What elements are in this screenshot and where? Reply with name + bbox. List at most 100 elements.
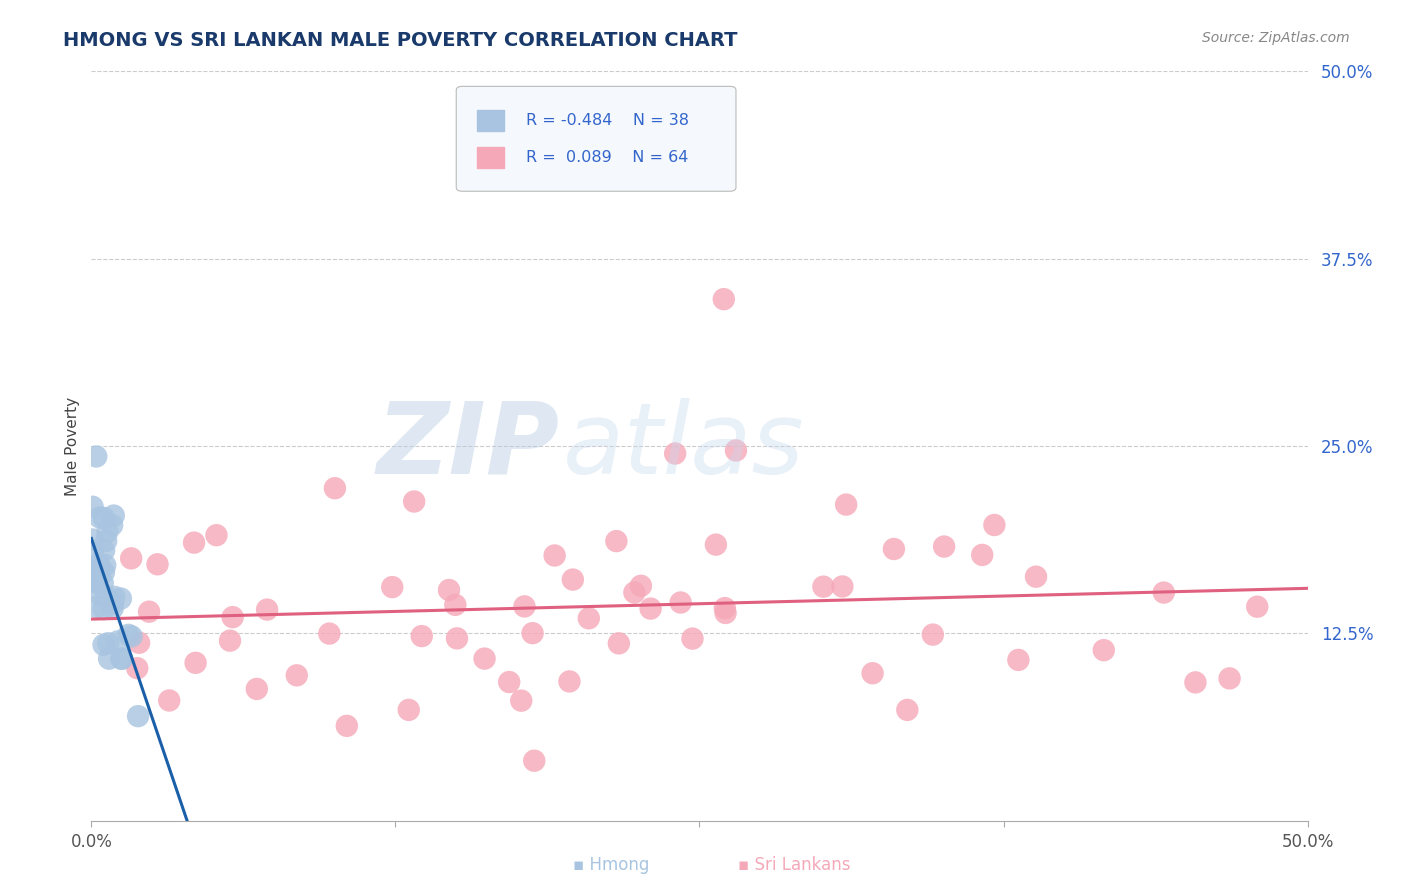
Point: [84, 572, 107, 586]
Point: [246, 681, 269, 696]
Point: [921, 627, 943, 641]
Point: [1007, 653, 1029, 667]
Point: [813, 580, 835, 594]
Point: [411, 629, 433, 643]
Point: [89, 510, 111, 524]
Point: [543, 549, 565, 563]
Point: [91, 576, 114, 591]
Point: [127, 709, 149, 723]
Point: [523, 754, 546, 768]
Point: [640, 601, 662, 615]
Point: [98, 651, 121, 665]
Point: [1246, 599, 1268, 614]
Point: [101, 596, 124, 610]
Point: [682, 632, 704, 646]
Text: ▪ Sri Lankans: ▪ Sri Lankans: [738, 856, 851, 874]
Point: [404, 494, 426, 508]
Point: [1219, 672, 1241, 686]
Point: [256, 602, 278, 616]
Point: [630, 579, 652, 593]
Point: [127, 661, 149, 675]
Point: [498, 675, 520, 690]
Point: [605, 534, 627, 549]
Point: [669, 595, 692, 609]
Point: [94, 590, 117, 604]
Point: [446, 632, 468, 646]
Point: [146, 558, 169, 572]
Point: [474, 651, 496, 665]
Point: [932, 540, 955, 554]
Point: [437, 582, 460, 597]
Point: [90, 588, 112, 602]
Point: [323, 481, 346, 495]
Point: [1092, 643, 1115, 657]
Point: [183, 535, 205, 549]
Point: [713, 292, 735, 306]
Point: [219, 633, 242, 648]
Point: [93, 511, 115, 525]
Point: [82, 565, 104, 579]
Point: [724, 443, 747, 458]
Point: [205, 528, 228, 542]
Point: [983, 518, 1005, 533]
Text: Source: ZipAtlas.com: Source: ZipAtlas.com: [1202, 31, 1350, 45]
Point: [398, 703, 420, 717]
Point: [522, 626, 544, 640]
Point: [111, 652, 134, 666]
Point: [96, 534, 118, 549]
Point: [110, 591, 132, 606]
Point: [96, 524, 118, 539]
Point: [101, 601, 124, 615]
Point: [120, 551, 142, 566]
Point: [444, 598, 467, 612]
Point: [138, 605, 160, 619]
Point: [285, 668, 308, 682]
Point: [93, 638, 115, 652]
Point: [103, 508, 125, 523]
Point: [883, 541, 905, 556]
Point: [704, 538, 727, 552]
Point: [86, 575, 108, 590]
Point: [558, 674, 581, 689]
Point: [1184, 675, 1206, 690]
Text: ▪ Hmong: ▪ Hmong: [574, 856, 650, 874]
Point: [107, 634, 129, 648]
Point: [336, 719, 359, 733]
Point: [117, 628, 139, 642]
FancyBboxPatch shape: [477, 110, 503, 130]
Point: [318, 626, 340, 640]
Point: [381, 580, 404, 594]
Point: [121, 629, 143, 643]
Point: [128, 636, 150, 650]
Text: atlas: atlas: [564, 398, 804, 494]
Point: [157, 693, 180, 707]
Point: [87, 557, 110, 571]
Point: [184, 656, 207, 670]
Point: [110, 651, 132, 665]
Point: [513, 599, 536, 614]
Point: [972, 548, 994, 562]
Point: [510, 693, 533, 707]
FancyBboxPatch shape: [456, 87, 735, 191]
Point: [896, 703, 918, 717]
Point: [82, 500, 104, 514]
Point: [862, 666, 884, 681]
Point: [103, 590, 125, 604]
Point: [94, 558, 117, 573]
Y-axis label: Male Poverty: Male Poverty: [65, 396, 80, 496]
Text: R =  0.089    N = 64: R = 0.089 N = 64: [526, 150, 688, 165]
Point: [100, 593, 122, 607]
Point: [1025, 569, 1047, 583]
Point: [82, 533, 104, 547]
Point: [623, 585, 645, 599]
Text: HMONG VS SRI LANKAN MALE POVERTY CORRELATION CHART: HMONG VS SRI LANKAN MALE POVERTY CORRELA…: [63, 31, 738, 50]
Point: [714, 606, 737, 620]
Text: R = -0.484    N = 38: R = -0.484 N = 38: [526, 112, 689, 128]
Point: [607, 636, 630, 650]
Text: ZIP: ZIP: [377, 398, 560, 494]
Point: [578, 611, 600, 625]
Point: [561, 573, 583, 587]
Point: [86, 575, 108, 590]
Point: [1153, 585, 1175, 599]
Point: [89, 562, 111, 576]
